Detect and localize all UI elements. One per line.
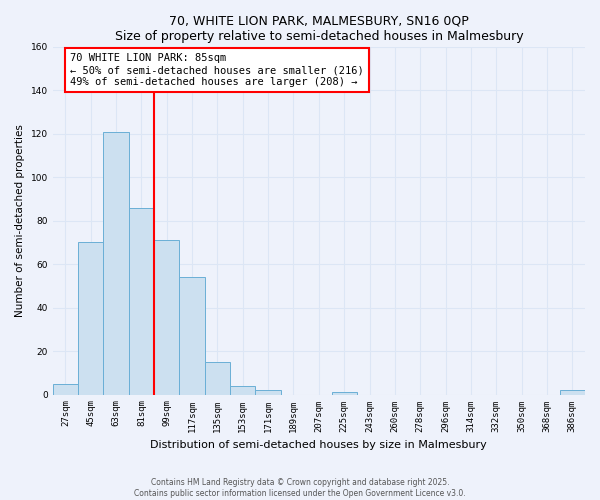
Y-axis label: Number of semi-detached properties: Number of semi-detached properties <box>15 124 25 317</box>
Text: 70 WHITE LION PARK: 85sqm
← 50% of semi-detached houses are smaller (216)
49% of: 70 WHITE LION PARK: 85sqm ← 50% of semi-… <box>70 54 364 86</box>
Bar <box>560 390 585 394</box>
Bar <box>78 242 103 394</box>
Bar <box>53 384 78 394</box>
X-axis label: Distribution of semi-detached houses by size in Malmesbury: Distribution of semi-detached houses by … <box>151 440 487 450</box>
Bar <box>179 277 205 394</box>
Bar <box>230 386 256 394</box>
Bar <box>129 208 154 394</box>
Title: 70, WHITE LION PARK, MALMESBURY, SN16 0QP
Size of property relative to semi-deta: 70, WHITE LION PARK, MALMESBURY, SN16 0Q… <box>115 15 523 43</box>
Bar <box>154 240 179 394</box>
Text: Contains HM Land Registry data © Crown copyright and database right 2025.
Contai: Contains HM Land Registry data © Crown c… <box>134 478 466 498</box>
Bar <box>332 392 357 394</box>
Bar <box>256 390 281 394</box>
Bar <box>205 362 230 394</box>
Bar <box>103 132 129 394</box>
